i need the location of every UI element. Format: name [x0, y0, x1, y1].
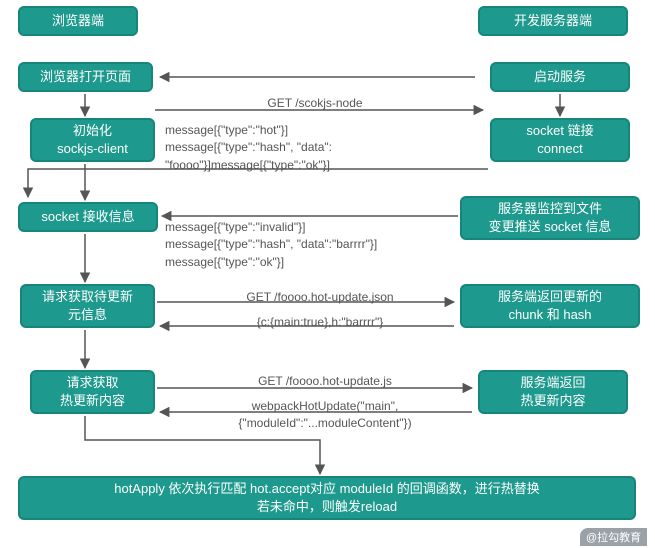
node-label: 请求获取热更新内容 — [60, 374, 125, 409]
node-resp-hot: 服务端返回热更新内容 — [478, 370, 628, 414]
node-label: 服务端返回更新的chunk 和 hash — [498, 288, 602, 323]
node-label: 服务器监控到文件变更推送 socket 信息 — [489, 200, 612, 235]
node-start-service: 启动服务 — [490, 62, 630, 92]
edge-label-get-sockjs: GET /scokjs-node — [215, 95, 415, 112]
node-label: 浏览器打开页面 — [40, 68, 131, 86]
node-socket-recv: socket 接收信息 — [18, 202, 158, 232]
node-resp-meta: 服务端返回更新的chunk 和 hash — [460, 284, 640, 328]
edge-label-json-body: {c:{main:true},h:"barrrr"} — [210, 314, 430, 331]
node-label: 服务端返回热更新内容 — [520, 374, 585, 409]
edge-label-get-json: GET /foooo.hot-update.json — [200, 289, 440, 306]
edge-label-js-body: webpackHotUpdate("main", {"moduleId":"..… — [175, 398, 475, 433]
node-hdr-browser: 浏览器端 — [18, 6, 138, 36]
node-hdr-server: 开发服务器端 — [478, 6, 628, 36]
node-req-meta: 请求获取待更新元信息 — [20, 284, 155, 328]
node-label: socket 链接connect — [526, 122, 593, 157]
node-label: 请求获取待更新元信息 — [42, 288, 133, 323]
node-init-sockjs: 初始化sockjs-client — [30, 118, 155, 162]
node-server-watch: 服务器监控到文件变更推送 socket 信息 — [460, 196, 640, 240]
node-label: 开发服务器端 — [514, 12, 592, 30]
edge-label-get-js: GET /foooo.hot-update.js — [210, 373, 440, 390]
node-label: socket 接收信息 — [41, 208, 134, 226]
edge-label-msgs1: message[{"type":"hot"}]message[{"type":"… — [165, 122, 465, 174]
node-label: 启动服务 — [534, 68, 586, 86]
watermark: @拉勾教育 — [580, 528, 647, 546]
node-hot-apply: hotApply 依次执行匹配 hot.accept对应 moduleId 的回… — [18, 476, 636, 520]
node-label: 初始化sockjs-client — [57, 122, 128, 157]
node-req-hot: 请求获取热更新内容 — [30, 370, 155, 414]
node-socket-connect: socket 链接connect — [490, 118, 630, 162]
node-label: 浏览器端 — [52, 12, 104, 30]
edge-label-msgs2: message[{"type":"invalid"}]message[{"typ… — [165, 219, 465, 271]
node-label: hotApply 依次执行匹配 hot.accept对应 moduleId 的回… — [114, 480, 540, 515]
node-open-page: 浏览器打开页面 — [18, 62, 153, 92]
